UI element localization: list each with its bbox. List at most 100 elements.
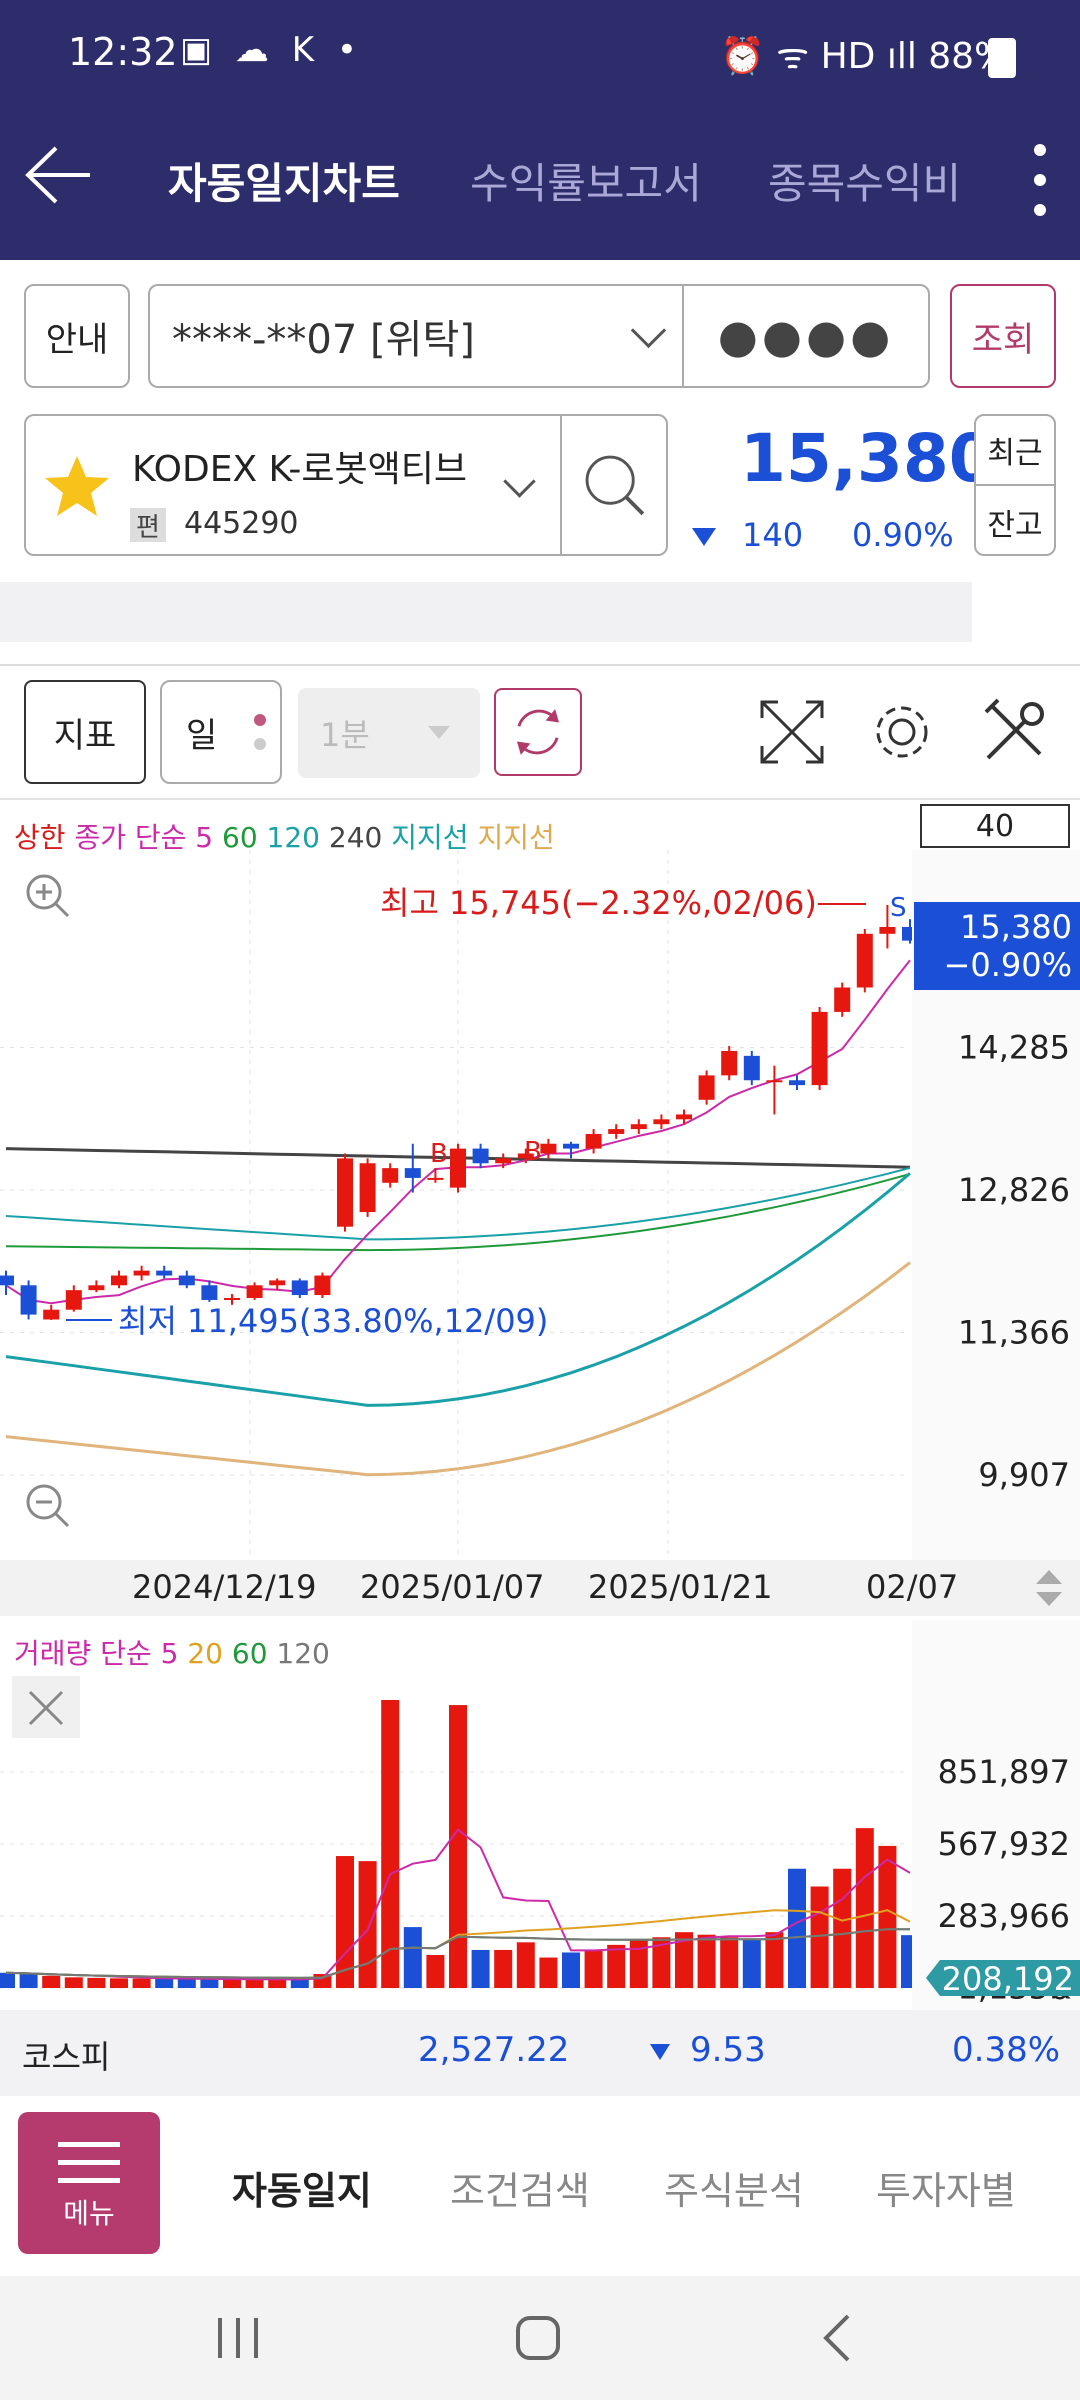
volume-bar (629, 1939, 648, 1988)
period-select[interactable]: 일 (160, 680, 282, 784)
more-menu-icon[interactable] (1020, 140, 1060, 220)
candle-body (201, 1285, 218, 1300)
current-price-tag-value: 15,380 (960, 908, 1072, 946)
index-ticker[interactable] (0, 2010, 1080, 2096)
current-change-tag-value: −0.90% (944, 946, 1072, 984)
nav-auto-journal[interactable]: 자동일지 (232, 2169, 372, 2213)
candle-body (314, 1275, 331, 1296)
volume-ma-5-line (5, 1828, 911, 1981)
volume-current-value: 208,192 (942, 1960, 1074, 1998)
divider (974, 484, 1056, 486)
sell-signal-icon: S (890, 893, 907, 923)
candle-body (495, 1158, 512, 1164)
fullscreen-icon[interactable] (756, 696, 828, 768)
recent-apps-icon[interactable] (210, 2310, 266, 2366)
candle-body (224, 1297, 240, 1300)
indicator-button[interactable]: 지표 (24, 680, 146, 784)
candle-body (608, 1129, 625, 1134)
settings-gear-icon[interactable] (866, 696, 938, 768)
date-label: 2025/01/07 (360, 1568, 545, 1606)
volume-bar (19, 1974, 38, 1988)
tools-icon[interactable] (978, 696, 1050, 768)
query-button[interactable]: 조회 (950, 284, 1056, 388)
legend-item: 종가 단순 5 (74, 821, 214, 854)
candle-body (472, 1148, 489, 1164)
menu-button[interactable] (18, 2112, 160, 2254)
legend-item: 지지선 (391, 821, 469, 854)
candle-body (20, 1285, 37, 1315)
volume-bar (42, 1975, 61, 1988)
home-icon[interactable] (510, 2310, 566, 2366)
nav-stock-analysis[interactable]: 주식분석 (664, 2169, 804, 2213)
volume-bar (833, 1868, 852, 1988)
volume-bar (132, 1978, 151, 1988)
refresh-icon[interactable] (494, 688, 582, 776)
price-chart[interactable]: 14,285 12,826 11,366 9,907 15,380 −0.90% 최고… (0, 850, 1080, 1560)
candle-body (698, 1075, 715, 1100)
candle-body (291, 1280, 308, 1296)
tab-auto-journal-chart[interactable]: 자동일지차트 (168, 159, 400, 208)
price-tick-label: 14,285 (958, 1029, 1070, 1067)
volume-bar (584, 1949, 603, 1988)
period-label: 일 (186, 715, 218, 756)
volume-legend[interactable]: 거래량 단순 5 20 60 120 (14, 1632, 330, 1672)
hamburger-icon (58, 2142, 120, 2147)
nav-investor[interactable]: 투자자별 (876, 2169, 1016, 2213)
volume-bar (268, 1979, 287, 1988)
resize-handle-icon[interactable] (1034, 1566, 1064, 1610)
volume-bar (449, 1705, 467, 1988)
menu-label[interactable]: 메뉴 (63, 2197, 115, 2230)
support-line (5, 1261, 911, 1477)
volume-legend-item: 20 (187, 1637, 223, 1670)
system-back-icon[interactable] (812, 2310, 868, 2366)
volume-bar (426, 1955, 445, 1988)
balance-button[interactable]: 잔고 (987, 508, 1043, 543)
stock-selector[interactable] (24, 414, 562, 556)
period-dot-icon (254, 714, 266, 726)
chart-legend[interactable]: 상한 종가 단순 5 60 120 240 지지선 지지선 (14, 816, 555, 856)
price-tick-label: 12,826 (958, 1171, 1070, 1209)
legend-item: 240 (328, 821, 383, 854)
legend-item: 상한 (14, 821, 66, 854)
candle-body (879, 926, 896, 934)
battery-icon (988, 38, 1016, 78)
search-icon[interactable] (560, 414, 668, 556)
volume-current-tag (926, 1960, 1080, 1996)
minute-select[interactable]: 1분 (298, 688, 480, 778)
candle-body (856, 933, 873, 988)
password-field[interactable]: ●●●● (682, 284, 930, 388)
zoom-in-icon[interactable] (26, 874, 70, 918)
account-select[interactable]: ****-**07 [위탁] (148, 284, 682, 388)
date-label: 02/07 (866, 1568, 959, 1606)
nav-condition-search[interactable]: 조건검색 (450, 2169, 590, 2213)
hamburger-icon (58, 2178, 120, 2183)
favorite-star-icon[interactable] (42, 452, 112, 522)
candle-body (156, 1270, 173, 1276)
legend-item: 지지선 (477, 821, 555, 854)
volume-bar (675, 1932, 693, 1988)
volume-bar (878, 1845, 897, 1988)
tab-return-report[interactable]: 수익률보고서 (470, 159, 702, 208)
index-name: 코스피 (22, 2038, 111, 2076)
volume-bar (245, 1979, 264, 1988)
candle-body (0, 1275, 14, 1286)
info-button[interactable]: 안내 (24, 284, 130, 388)
recent-button[interactable]: 최근 (987, 436, 1043, 471)
back-arrow-icon[interactable] (20, 140, 100, 210)
candle-body (834, 987, 851, 1012)
volume-bar (652, 1937, 671, 1988)
zoom-out-icon[interactable] (26, 1484, 70, 1528)
date-label: 2024/12/19 (132, 1568, 317, 1606)
volume-bar (403, 1927, 422, 1988)
candle-body (450, 1148, 466, 1188)
candle-body (427, 1177, 444, 1180)
ma-period-input[interactable]: 40 (920, 804, 1070, 848)
hamburger-icon (58, 2160, 120, 2165)
close-icon[interactable] (12, 1676, 80, 1738)
candle-body (721, 1050, 738, 1076)
support-line (5, 1172, 911, 1407)
tab-stock-return[interactable]: 종목수익비 (768, 159, 962, 208)
buy-signal-icon: B (430, 1139, 448, 1169)
